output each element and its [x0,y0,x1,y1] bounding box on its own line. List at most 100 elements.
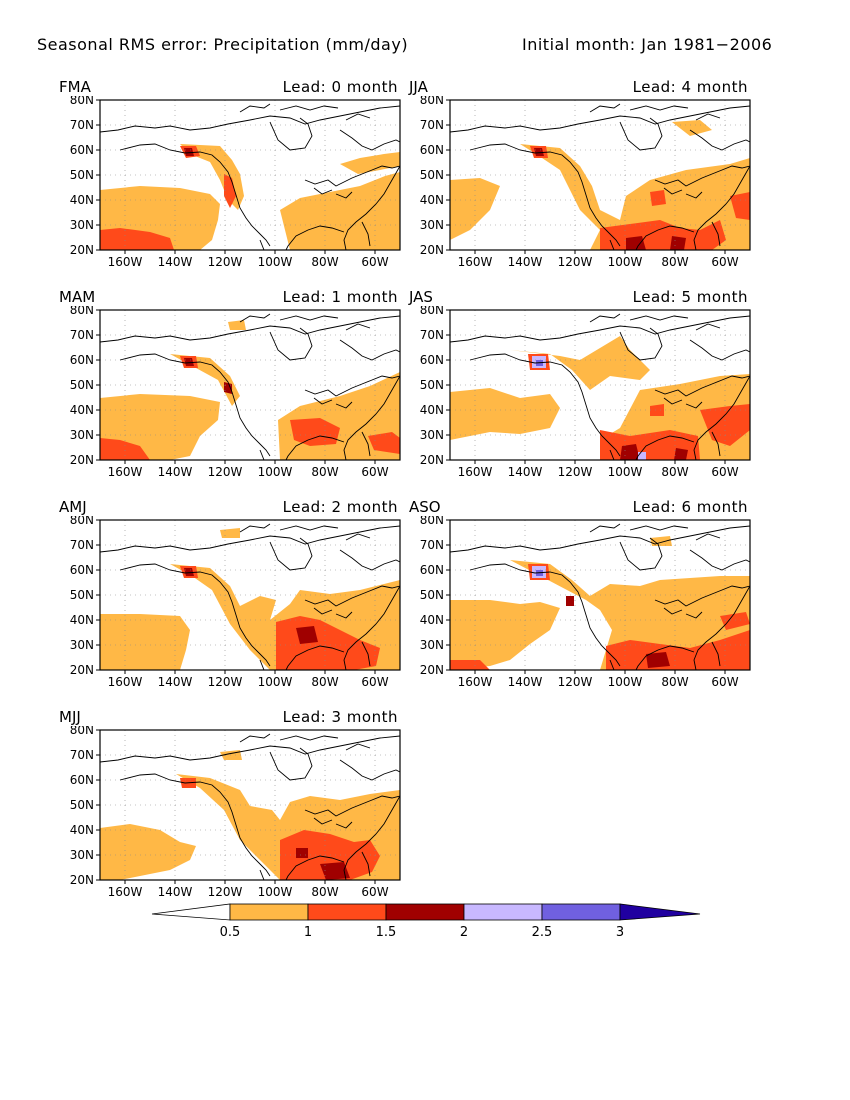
coastline [335,401,353,409]
coastline [119,773,271,877]
coastline [609,449,615,460]
coastline [339,549,400,571]
error-region [450,178,500,240]
coastline [689,549,750,571]
lon-tick-label: 60W [361,465,388,479]
coastline [335,821,353,829]
lat-tick-label: 80N [420,96,444,107]
lon-tick-label: 120W [208,255,243,269]
colorbar-swatch [541,903,621,921]
coastline [345,743,371,751]
lon-tick-label: 140W [158,255,193,269]
error-region [100,614,190,670]
coastline [609,239,615,250]
coastline [345,533,371,541]
lat-tick-label: 50N [420,168,444,182]
colorbar-swatch [229,903,309,921]
lon-tick-label: 160W [458,465,493,479]
lon-tick-label: 120W [208,885,243,899]
error-region [720,612,750,630]
panel-lead-label: Lead: 2 month [282,498,398,516]
coastline [629,315,689,321]
panel-season-label: MJJ [59,708,81,726]
lat-tick-label: 40N [70,613,94,627]
error-region [450,660,490,670]
coastline [663,397,683,405]
lat-tick-label: 40N [70,193,94,207]
map-panel-amj: AMJ Lead: 2 month 80N 70N 60N 50N 40N 30N 20N 160… [45,498,405,698]
lat-tick-label: 50N [70,798,94,812]
lon-tick-label: 60W [361,255,388,269]
error-region [224,174,236,208]
initial-month-label: Initial month: Jan 1981−2006 [522,35,773,54]
lon-tick-label: 160W [458,255,493,269]
lon-tick-label: 140W [508,675,543,689]
coastline [343,585,400,670]
coastline [589,103,621,113]
lon-tick-label: 160W [108,255,143,269]
coastline [711,431,721,457]
coastline [279,525,339,531]
panel-lead-label: Lead: 6 month [632,498,748,516]
coastline [100,525,400,553]
lon-tick-label: 60W [711,465,738,479]
error-region [296,626,318,644]
lat-tick-label: 70N [70,748,94,762]
coastline [635,435,695,460]
coastline [450,105,750,133]
lat-tick-label: 20N [420,453,444,467]
lon-tick-label: 80W [311,675,338,689]
coastline [269,537,313,571]
coastline [239,103,271,113]
coastline [313,397,333,405]
lat-tick-label: 40N [420,613,444,627]
map-panel-aso: ASO Lead: 6 month 80N 70N 60N 50N 40N 30N 20N 160… [395,498,755,698]
coastline [259,869,265,880]
coastline [693,375,750,460]
error-region [290,418,340,446]
coastline [711,221,721,247]
error-region [534,148,544,156]
panel-lead-label: Lead: 4 month [632,78,748,96]
coastline [335,611,353,619]
coastline [609,659,615,670]
colorbar-label: 1.5 [376,925,397,940]
coastline [654,165,750,187]
coastline [361,221,371,247]
lat-tick-label: 50N [420,588,444,602]
colorbar-label: 3 [616,925,624,940]
lat-tick-label: 70N [420,328,444,342]
lat-tick-label: 80N [70,726,94,737]
lat-tick-label: 60N [70,773,94,787]
lat-tick-label: 60N [70,143,94,157]
lon-tick-label: 60W [361,675,388,689]
coastline [711,641,721,667]
lon-tick-label: 160W [108,465,143,479]
coastline [345,323,371,331]
coastline [450,315,750,343]
coastline [304,795,400,817]
coastline [589,313,621,323]
error-region [730,192,750,220]
error-region [510,560,750,670]
error-region [368,432,400,454]
lon-tick-label: 120W [558,465,593,479]
coastline [285,435,345,460]
map-panel-fma: FMA Lead: 0 month 80N 70N 60N 50N 40N 30N 20N 160… [45,78,405,278]
coastline [695,323,721,331]
lon-tick-label: 80W [661,255,688,269]
coastline [269,747,313,781]
lat-tick-label: 30N [420,218,444,232]
coastline [285,645,345,670]
lat-tick-label: 80N [420,516,444,527]
lon-tick-label: 80W [661,675,688,689]
error-region [606,630,750,670]
coastline [685,401,703,409]
error-region [646,652,670,668]
lat-tick-label: 40N [70,403,94,417]
error-region [672,120,712,136]
lon-tick-label: 80W [311,465,338,479]
panel-lead-label: Lead: 3 month [282,708,398,726]
lat-tick-label: 30N [70,218,94,232]
panel-season-label: ASO [409,498,441,516]
